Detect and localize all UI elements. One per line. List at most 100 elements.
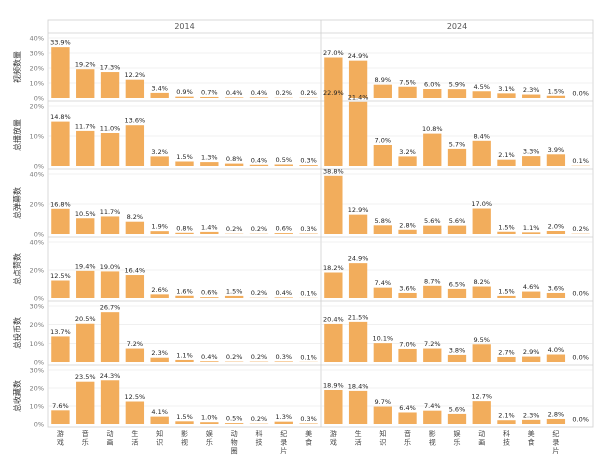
bar-label-2014-r5-0: 7.6% — [52, 402, 69, 410]
bar-label-2024-r2-3: 2.8% — [399, 221, 416, 229]
bar-2024-r4-6 — [472, 344, 491, 362]
category-label-2024-7: 科技 — [503, 429, 510, 447]
row-label-0: 视频数量 — [12, 51, 22, 83]
bar-2014-r1-0 — [51, 121, 70, 166]
bar-2014-r5-4 — [150, 416, 169, 424]
category-label-2014-3: 生活 — [131, 429, 138, 447]
bar-label-2014-r3-1: 19.4% — [75, 262, 96, 270]
bar-label-2024-r3-1: 24.9% — [348, 255, 369, 263]
bar-label-2014-r3-7: 1.5% — [226, 287, 243, 295]
bar-2014-r2-1 — [76, 218, 95, 234]
bar-label-2014-r2-6: 1.4% — [201, 223, 218, 231]
bar-2024-r3-1 — [348, 263, 368, 298]
bar-2024-r3-9 — [546, 292, 566, 298]
bar-2014-r0-4 — [150, 92, 169, 98]
bar-label-2024-r4-5: 3.8% — [449, 346, 466, 354]
bar-2024-r0-7 — [497, 93, 516, 98]
bar-2024-r1-7 — [497, 159, 516, 166]
bar-2014-r4-2 — [100, 312, 120, 362]
bar-label-2024-r1-7: 2.1% — [498, 151, 515, 159]
category-label-2014-4: 知识 — [156, 429, 163, 447]
bar-label-2014-r2-8: 0.2% — [251, 225, 268, 233]
bar-2024-r5-0 — [324, 389, 343, 424]
bar-2024-r4-0 — [324, 323, 343, 362]
y-tick-r2-1: 20% — [30, 201, 44, 209]
bar-label-2024-r0-5: 5.9% — [449, 81, 466, 89]
y-tick-r0-3: 30% — [30, 50, 44, 58]
bar-2014-r0-6 — [200, 96, 219, 98]
bar-2024-r2-0 — [324, 175, 343, 234]
bar-2024-r4-1 — [348, 321, 368, 362]
bar-2014-r4-5 — [175, 359, 194, 362]
bar-label-2014-r3-10: 0.1% — [300, 289, 317, 297]
bar-label-2014-r5-7: 0.5% — [226, 415, 243, 423]
bar-label-2014-r4-8: 0.2% — [251, 353, 268, 361]
bar-2024-r0-5 — [447, 89, 467, 98]
bar-2014-r0-8 — [249, 97, 269, 98]
panel-title-2014: 2014 — [174, 22, 194, 31]
bar-label-2024-r5-8: 2.3% — [523, 411, 540, 419]
bar-label-2014-r2-4: 1.9% — [151, 223, 168, 231]
bar-label-2014-r3-3: 16.4% — [125, 267, 146, 275]
bar-2014-r1-6 — [200, 162, 219, 166]
bar-label-2024-r0-0: 27.0% — [323, 49, 344, 57]
bar-label-2014-r2-9: 0.6% — [276, 225, 293, 233]
bar-label-2014-r5-4: 4.1% — [151, 408, 168, 416]
bar-label-2024-r5-6: 12.7% — [471, 393, 492, 401]
bar-label-2014-r2-7: 0.2% — [226, 225, 243, 233]
y-tick-r2-2: 40% — [30, 171, 44, 179]
bar-2014-r3-7 — [224, 295, 244, 298]
bar-label-2024-r0-4: 6.0% — [424, 81, 441, 89]
bar-2024-r3-3 — [398, 292, 417, 298]
bar-2024-r4-5 — [447, 354, 467, 362]
y-tick-r3-1: 20% — [30, 267, 44, 275]
bar-label-2024-r3-3: 3.6% — [399, 284, 416, 292]
category-label-2024-4: 影视 — [429, 429, 436, 447]
bar-label-2014-r2-3: 8.2% — [127, 213, 144, 221]
bar-2024-r3-4 — [423, 285, 442, 298]
bar-2024-r1-5 — [447, 148, 467, 166]
row-label-4: 总投币数 — [12, 317, 22, 349]
bar-2014-r0-7 — [224, 97, 244, 98]
y-tick-r1-2: 20% — [30, 103, 44, 111]
bar-2024-r3-2 — [373, 287, 392, 298]
category-label-2024-8: 美食 — [528, 429, 535, 447]
bar-2014-r1-5 — [175, 161, 194, 166]
bar-label-2024-r1-4: 10.8% — [422, 125, 443, 133]
bar-label-2024-r4-6: 9.5% — [473, 336, 490, 344]
bar-label-2014-r2-2: 11.7% — [100, 208, 121, 216]
bar-label-2014-r5-5: 1.5% — [176, 413, 193, 421]
bar-label-2014-r1-8: 0.4% — [251, 156, 268, 164]
bar-2014-r2-5 — [175, 232, 194, 234]
bar-2024-r0-4 — [423, 89, 442, 98]
bar-2024-r5-2 — [373, 406, 392, 424]
bar-label-2014-r0-8: 0.4% — [251, 89, 268, 97]
bar-label-2024-r2-10: 0.2% — [572, 225, 589, 233]
y-tick-r3-0: 0% — [34, 295, 44, 303]
category-label-2014-9: 纪录片 — [280, 429, 287, 455]
bar-2024-r5-5 — [447, 413, 467, 424]
bar-label-2014-r4-4: 2.3% — [151, 349, 168, 357]
bar-2024-r3-8 — [522, 291, 541, 298]
row-label-2: 总弹幕数 — [12, 187, 22, 219]
y-tick-r2-0: 0% — [34, 231, 44, 239]
bar-label-2014-r0-0: 33.9% — [50, 39, 71, 47]
bar-label-2024-r0-9: 1.5% — [548, 87, 565, 95]
bar-2024-r0-2 — [373, 84, 392, 98]
bar-2014-r0-0 — [51, 47, 70, 98]
bar-2014-r3-1 — [76, 270, 95, 298]
category-label-2014-7: 动物圈 — [231, 429, 238, 455]
bar-2014-r1-4 — [150, 156, 169, 166]
y-tick-r5-3: 30% — [30, 367, 44, 375]
bar-2014-r2-9 — [274, 233, 293, 234]
bar-2014-r2-2 — [100, 216, 120, 234]
bar-label-2024-r4-7: 2.7% — [498, 348, 515, 356]
bar-label-2014-r2-5: 0.8% — [176, 224, 193, 232]
bar-label-2024-r1-2: 7.0% — [375, 137, 392, 145]
bar-2024-r1-3 — [398, 156, 417, 166]
bar-2014-r0-3 — [125, 79, 145, 98]
bar-label-2024-r5-7: 2.1% — [498, 412, 515, 420]
bar-2024-r5-1 — [348, 390, 368, 424]
bar-2014-r3-4 — [150, 294, 169, 298]
